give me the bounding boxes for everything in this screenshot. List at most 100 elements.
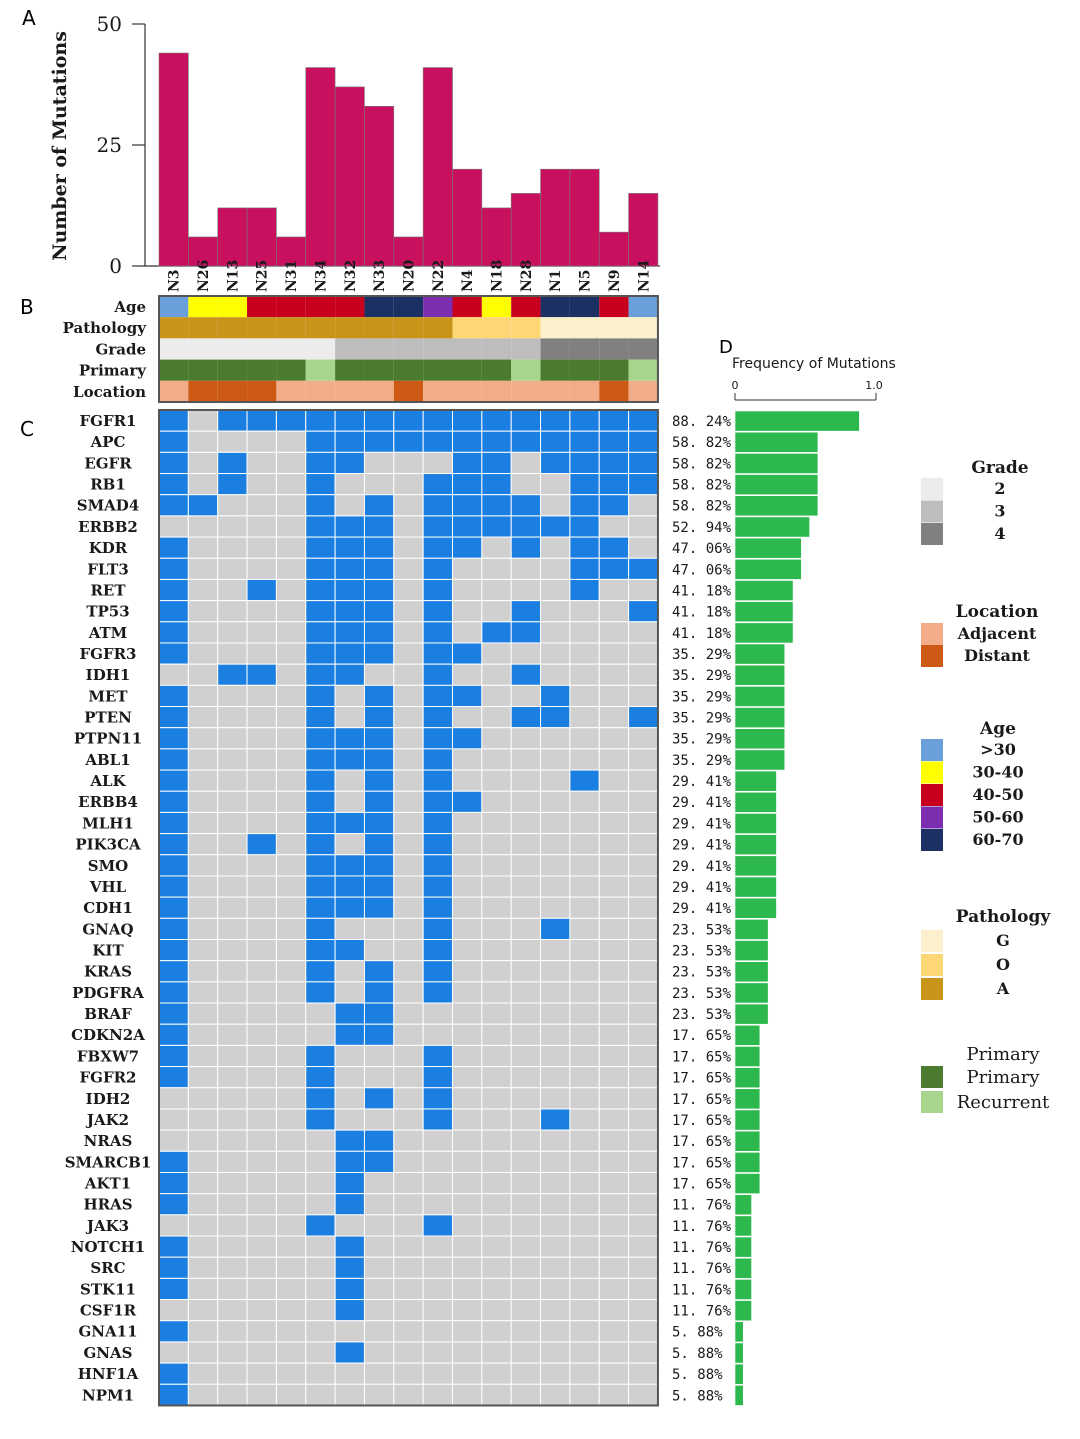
- mutation-cell: [540, 960, 571, 983]
- mutation-cell: [510, 939, 542, 962]
- x-tick-label: N20: [401, 259, 417, 292]
- frequency-label: 35. 29%: [672, 732, 732, 748]
- mutation-cell: [158, 600, 189, 623]
- frequency-bar: [734, 580, 794, 601]
- mutation-cell: [158, 1193, 189, 1216]
- mutation-cell: [217, 1066, 248, 1089]
- mutation-cell: [510, 769, 542, 792]
- mutation-cell: [422, 515, 453, 538]
- mutation-cell: [598, 409, 630, 432]
- mutation-cell: [217, 1235, 248, 1258]
- annotation-cell: [159, 338, 189, 360]
- mutation-cell: [217, 727, 248, 750]
- mutation-cell: [510, 1235, 542, 1258]
- mutation-cell: [217, 578, 248, 602]
- mutation-cell: [598, 578, 630, 602]
- mutation-cell: [217, 1171, 248, 1195]
- mutation-cell: [363, 833, 395, 856]
- mutation-cell: [569, 684, 600, 708]
- mutation-cell: [217, 600, 248, 623]
- mutation-cell: [393, 1214, 424, 1237]
- frequency-label: 23. 53%: [672, 1007, 732, 1023]
- mutation-cell: [422, 1256, 453, 1279]
- mutation-cell: [305, 430, 336, 453]
- mutation-cell: [275, 600, 307, 623]
- mutation-cell: [452, 1044, 483, 1068]
- mutation-cell: [363, 769, 395, 792]
- mutation-cell: [569, 981, 600, 1004]
- mutation-cell: [569, 430, 600, 453]
- clinical-annotation-heatmap: Age Pathology Grade Primary Location: [63, 295, 659, 403]
- mutation-cell: [569, 600, 600, 623]
- mutation-cell: [363, 1002, 395, 1025]
- mutation-cell: [628, 578, 659, 602]
- mutation-cell: [217, 663, 248, 686]
- age-legend-label: 30-40: [972, 763, 1023, 782]
- mutation-cell: [628, 960, 659, 983]
- mutation-cell: [452, 833, 483, 856]
- mutation-cell: [305, 515, 336, 538]
- annotation-cell: [423, 296, 453, 318]
- mutation-cell: [510, 1044, 542, 1068]
- annotation-row-label: Primary: [79, 362, 147, 380]
- mutation-cell: [217, 939, 248, 962]
- mutation-cell: [628, 642, 659, 665]
- mutation-cell: [569, 1108, 600, 1131]
- mutation-cell: [598, 875, 630, 898]
- mutation-cell: [481, 875, 512, 898]
- mutation-cell: [217, 875, 248, 898]
- annotation-cell: [423, 338, 453, 360]
- mutation-cell: [628, 748, 659, 771]
- x-tick-label: N33: [372, 260, 388, 292]
- mutation-cell: [452, 896, 483, 919]
- mutation-cell: [363, 1235, 395, 1258]
- mutation-cell: [334, 1214, 365, 1237]
- mutation-cell: [363, 1108, 395, 1131]
- gene-label: SRC: [90, 1259, 125, 1277]
- mutation-cell: [569, 1277, 600, 1301]
- mutation-cell: [158, 1256, 189, 1279]
- mutation-cell: [628, 1383, 659, 1406]
- x-tick-label: N14: [636, 259, 652, 292]
- mutation-cell: [628, 981, 659, 1004]
- mutation-cell: [510, 917, 542, 941]
- mutation-cell: [217, 684, 248, 708]
- mutation-cell: [275, 960, 307, 983]
- mutation-cell: [510, 1193, 542, 1216]
- mutation-cell: [363, 494, 395, 517]
- mutation-cell: [393, 642, 424, 665]
- mutation-cell: [305, 917, 336, 941]
- mutation-cell: [246, 430, 277, 453]
- mutation-cell: [569, 1002, 600, 1025]
- mutation-cell: [393, 515, 424, 538]
- mutation-cell: [569, 727, 600, 750]
- mutation-cell: [510, 875, 542, 898]
- mutation-cell: [628, 557, 659, 580]
- mutation-cell: [217, 917, 248, 941]
- gene-label: VHL: [89, 878, 127, 896]
- mutation-cell: [598, 1214, 630, 1237]
- mutation-cell: [334, 642, 365, 665]
- gene-label: ABL1: [84, 751, 130, 769]
- mutation-cell: [481, 451, 512, 475]
- mutation-cell: [569, 1023, 600, 1046]
- mutation-cell: [569, 854, 600, 877]
- mutation-cell: [217, 1108, 248, 1131]
- mutation-cell: [393, 875, 424, 898]
- mutation-cell: [540, 727, 571, 750]
- mutation-cell: [217, 621, 248, 644]
- mutation-cell: [628, 1193, 659, 1216]
- gene-label: PDGFRA: [72, 984, 144, 1002]
- frequency-bar: [734, 1342, 744, 1364]
- mutation-cell: [305, 1341, 336, 1364]
- mutation-cell: [246, 536, 277, 559]
- mutation-cell: [540, 409, 571, 432]
- annotation-cell: [335, 317, 365, 339]
- mutation-cell: [510, 1362, 542, 1385]
- mutation-cell: [158, 1108, 189, 1131]
- mutation-cell: [628, 854, 659, 877]
- frequency-bar: [734, 855, 777, 877]
- mutation-cell: [334, 706, 365, 729]
- mutation-cell: [540, 1193, 571, 1216]
- frequency-bar: [734, 474, 819, 496]
